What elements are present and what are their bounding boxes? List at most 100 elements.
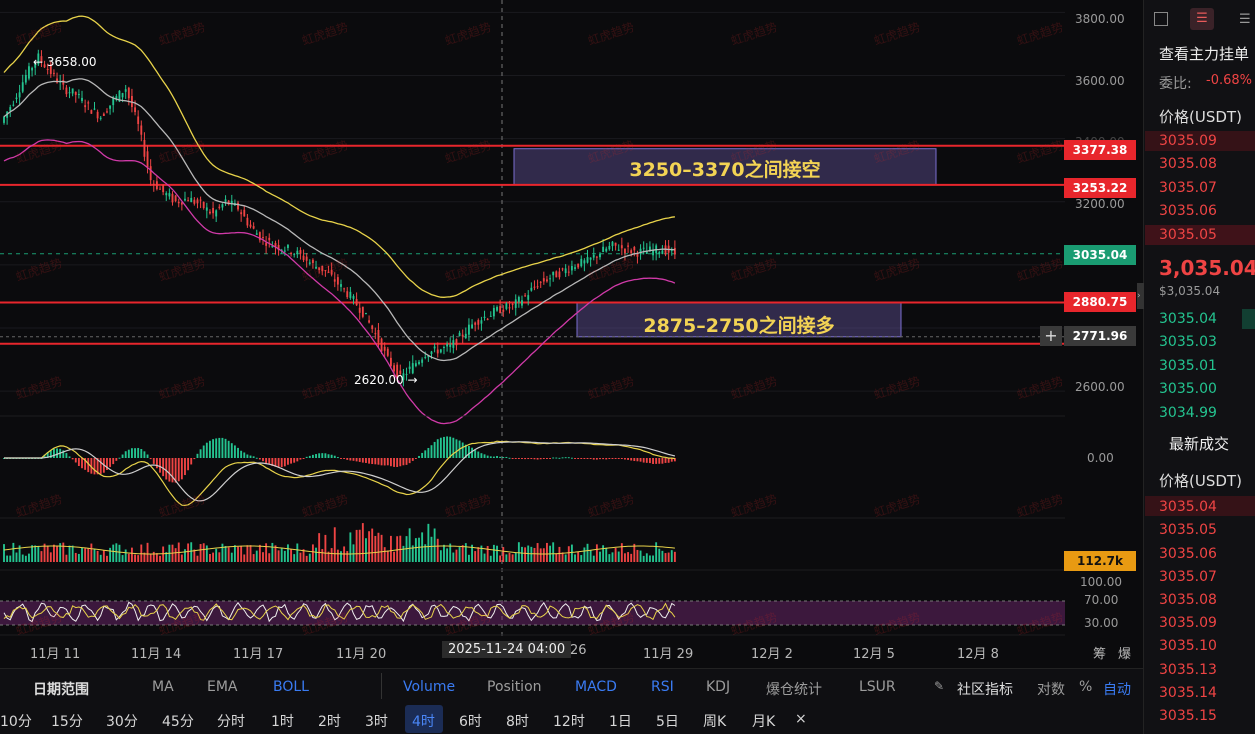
indicator-toolbar: 日期范围 MA EMA BOLL Volume Position MACD RS… [0, 668, 1143, 705]
trade-price: 3035.06 [1159, 546, 1217, 562]
macd-bar [645, 458, 648, 463]
candle-body [311, 259, 314, 263]
indicator-rsi[interactable]: RSI [651, 679, 674, 695]
indicator-volume[interactable]: Volume [403, 679, 456, 695]
indicator-lsur[interactable]: LSUR [859, 679, 896, 695]
volume-bar [165, 552, 168, 562]
indicator-position[interactable]: Position [487, 679, 542, 695]
volume-bar [102, 550, 105, 562]
candle-body [630, 250, 633, 254]
candle-body [642, 247, 645, 249]
candle-body [570, 265, 573, 271]
macd-bar [418, 455, 420, 458]
chip-distribution-icon[interactable]: 筹 [1093, 647, 1107, 662]
toolbar-divider [381, 673, 382, 699]
liquidation-icon[interactable]: 爆 [1118, 647, 1132, 662]
chart-area[interactable]: 3800.00 3600.00 3400.00 3200.00 2600.00 … [0, 0, 1143, 666]
macd-bar [533, 458, 536, 460]
macd-bar [377, 458, 380, 465]
community-indicator-button[interactable]: 社区指标 [957, 682, 1013, 698]
panel-collapse-handle[interactable]: › [1137, 283, 1144, 309]
macd-bar [524, 458, 527, 460]
tf-2h[interactable]: 2时 [318, 714, 341, 730]
auto-scale-toggle[interactable]: 自动 [1103, 682, 1131, 698]
edit-icon[interactable]: ✎ [934, 679, 945, 693]
macd-bar [352, 458, 355, 461]
volume-bar [564, 554, 567, 562]
macd-bar [327, 454, 330, 458]
tf-45m[interactable]: 45分 [162, 714, 194, 730]
indicator-kdj[interactable]: KDJ [706, 679, 731, 695]
tf-12h[interactable]: 12时 [553, 714, 585, 730]
volume-bar [308, 553, 311, 562]
tf-5d[interactable]: 5日 [656, 714, 679, 730]
ask-price[interactable]: 3035.05 [1159, 227, 1217, 243]
candle-body [455, 339, 458, 346]
macd-bar [130, 448, 133, 458]
date-range-button[interactable]: 日期范围 [33, 682, 89, 698]
ask-price[interactable]: 3035.07 [1159, 180, 1217, 196]
ask-price[interactable]: 3035.06 [1159, 203, 1217, 219]
volume-bar [633, 543, 636, 562]
bid-price[interactable]: 3035.03 [1159, 334, 1217, 350]
tf-month[interactable]: 月K [752, 714, 776, 730]
indicator-ema[interactable]: EMA [207, 679, 238, 695]
indicator-macd[interactable]: MACD [575, 679, 617, 695]
candle-body [558, 271, 561, 278]
percent-scale-toggle[interactable]: % [1079, 679, 1093, 695]
macd-bar [233, 445, 236, 458]
book-mode-icon[interactable]: ☰ [1190, 8, 1214, 30]
bid-price[interactable]: 3034.99 [1159, 405, 1217, 421]
macd-bar [443, 436, 445, 458]
tf-4h[interactable]: 4时 [412, 714, 435, 730]
volume-bar [386, 550, 389, 562]
indicator-ma[interactable]: MA [152, 679, 174, 695]
price-tag-last: 3035.04 [1064, 245, 1136, 265]
tf-1d[interactable]: 1日 [609, 714, 632, 730]
ask-price[interactable]: 3035.09 [1159, 133, 1217, 149]
tf-week[interactable]: 周K [703, 714, 727, 730]
price-axis-label: 3800.00 [1075, 12, 1125, 26]
layout-icon[interactable] [1154, 12, 1168, 26]
macd-bar [293, 458, 296, 463]
macd-bar [346, 458, 349, 460]
log-scale-toggle[interactable]: 对数 [1037, 682, 1065, 698]
candle-body [112, 98, 115, 106]
tf-1h[interactable]: 1时 [271, 714, 294, 730]
macd-bar [639, 458, 642, 462]
tf-10m[interactable]: 10分 [0, 714, 32, 730]
close-timeframes-icon[interactable]: × [795, 711, 807, 727]
tf-15m[interactable]: 15分 [51, 714, 83, 730]
trades-title[interactable]: 最新成交 [1169, 435, 1230, 453]
tf-8h[interactable]: 8时 [506, 714, 529, 730]
candle-body [652, 249, 654, 256]
volume-bar [524, 547, 527, 562]
tf-6h[interactable]: 6时 [459, 714, 482, 730]
macd-bar [202, 445, 205, 458]
bid-price[interactable]: 3035.01 [1159, 358, 1217, 374]
price-chart-svg[interactable] [0, 0, 1143, 666]
candle-body [74, 91, 77, 95]
volume-bar [648, 555, 651, 562]
indicator-boll[interactable]: BOLL [273, 679, 309, 695]
indicator-liquidation[interactable]: 爆仓统计 [766, 682, 822, 698]
bid-price[interactable]: 3035.04 [1159, 311, 1217, 327]
volume-bar [464, 543, 467, 562]
candle-body [443, 346, 445, 348]
ask-bar [1145, 131, 1255, 151]
crosshair-add-icon[interactable]: + [1040, 326, 1062, 346]
date-label: 26 [570, 643, 587, 658]
volume-bar [393, 551, 395, 562]
candle-body [374, 333, 377, 335]
tf-timeshare[interactable]: 分时 [217, 714, 245, 730]
ask-price[interactable]: 3035.08 [1159, 156, 1217, 172]
order-book-title[interactable]: 查看主力挂单 [1159, 45, 1250, 63]
candle-body [283, 250, 286, 252]
volume-bar [602, 545, 605, 562]
list-mode-icon[interactable]: ☰ [1239, 12, 1251, 27]
candle-body [28, 66, 30, 79]
tf-30m[interactable]: 30分 [106, 714, 138, 730]
tf-3h[interactable]: 3时 [365, 714, 388, 730]
bid-price[interactable]: 3035.00 [1159, 381, 1217, 397]
candle-body [605, 248, 608, 252]
